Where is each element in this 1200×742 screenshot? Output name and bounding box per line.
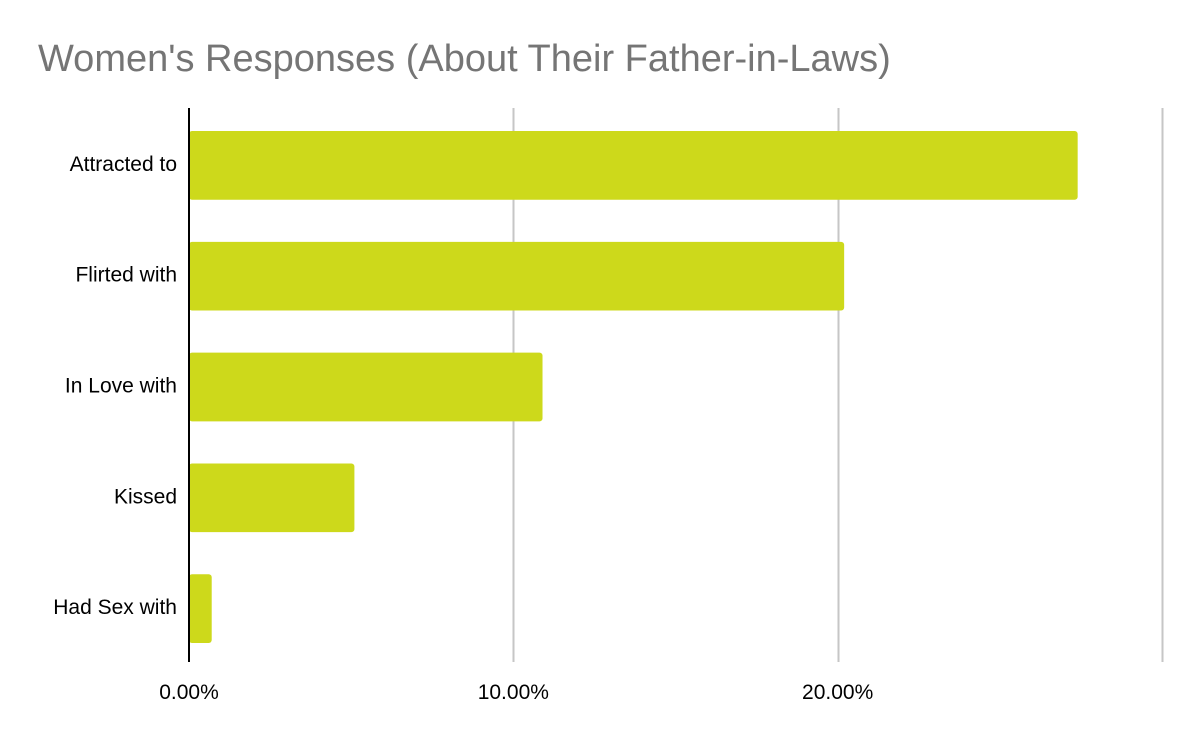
category-label-1: Flirted with	[75, 264, 177, 287]
category-label-2: In Love with	[65, 375, 177, 398]
x-tick-label-0: 0.00%	[159, 681, 219, 704]
chart-title: Women's Responses (About Their Father-in…	[38, 38, 891, 80]
bar-1	[189, 241, 845, 311]
bar-4	[189, 574, 212, 643]
category-label-3: Kissed	[114, 485, 177, 508]
category-label-0: Attracted to	[70, 153, 177, 176]
bar-3	[189, 463, 355, 533]
x-tick-label-1: 10.00%	[478, 681, 549, 704]
x-tick-labels: 0.00% 10.00% 20.00%	[159, 681, 873, 704]
category-labels: Attracted to Flirted with In Love with Kiss…	[53, 153, 177, 619]
bar-2	[189, 352, 543, 422]
bars	[189, 131, 1078, 643]
category-label-4: Had Sex with	[53, 596, 177, 619]
bar-0	[189, 131, 1078, 200]
x-tick-label-2: 20.00%	[802, 681, 873, 704]
